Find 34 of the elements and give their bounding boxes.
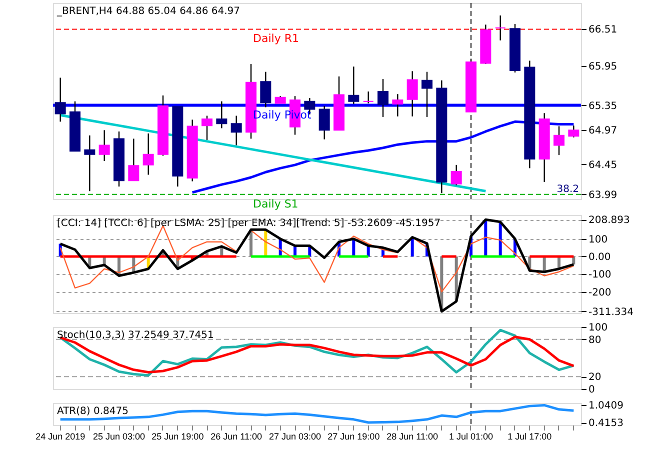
x-tick-label: 25 Jun 03:00 [92,432,146,442]
chart-title: _BRENT,H4 64.88 65.04 64.86 64.97 [56,6,240,17]
x-tick-label: 27 Jun 03:00 [268,432,322,442]
y-tick-label: 63.99 [588,190,618,201]
y-tick-label: 20 [588,372,602,384]
y-tick-label: -200 [588,287,612,298]
y-tick-label: 65.95 [588,61,618,72]
y-tick-label: 208.893 [588,215,630,226]
annotation: 38.2 [556,184,579,195]
chart-title: [CCI: 14] [TCCI: 6] [per LSMA: 25] [per EMA: 34][Trend: 5] -53.2609 -45.1957 [57,218,441,229]
y-tick-label: 66.51 [588,24,618,36]
x-tick-label: 26 Jun 11:00 [210,432,262,442]
x-tick-label: 1 Jul 17:00 [508,432,552,442]
y-tick-label: 0.00 [588,252,611,263]
y-tick-label: 64.97 [588,126,618,137]
x-tick-label: 24 Jun 2019 [36,432,86,442]
y-tick-label: 100 [588,234,608,246]
y-tick-label: 0 [588,384,595,396]
ref-line-label: Daily R1 [253,32,299,46]
y-tick-label: 1.0409 [588,400,624,412]
y-tick-label: -311.334 [588,306,634,318]
y-tick-label: 80 [588,334,602,346]
ref-line-label: Daily S1 [253,197,298,210]
x-tick-label: 28 Jun 11:00 [386,432,438,442]
chart-title: Stoch(10,3,3) 37.2549 37.7451 [57,330,214,341]
chart-title: ATR(8) 0.8475 [57,406,128,417]
x-tick-label: 25 Jun 19:00 [152,432,204,442]
y-tick-label: 0.4153 [588,418,624,430]
x-tick-label: 1 Jul 01:00 [448,432,494,442]
y-tick-label: -100 [588,270,612,281]
x-tick-label: 27 Jun 19:00 [328,432,380,442]
y-tick-label: 100 [588,322,608,334]
y-tick-label: 65.35 [588,100,618,112]
y-tick-label: 64.45 [588,160,618,171]
